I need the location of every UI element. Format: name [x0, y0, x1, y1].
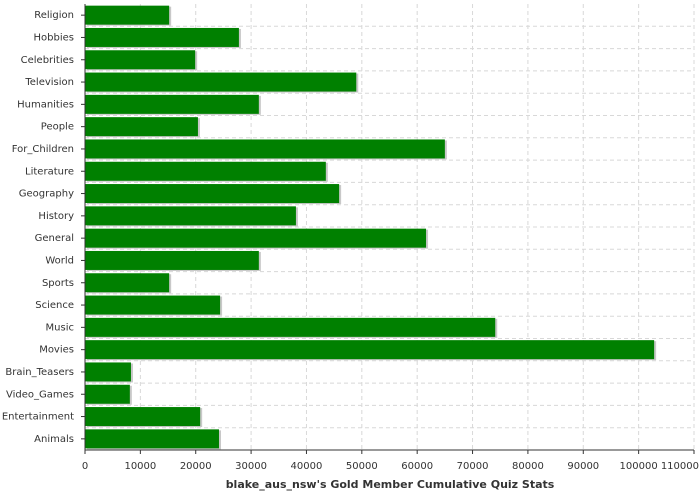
bar — [85, 340, 655, 360]
x-tick-label: 110000 — [661, 461, 699, 472]
y-tick-label: Celebrities — [21, 55, 74, 66]
x-tick-label: 100000 — [620, 461, 658, 472]
bar — [85, 362, 131, 382]
x-tick-label: 90000 — [567, 461, 599, 472]
bar — [85, 5, 170, 25]
bar — [85, 72, 357, 92]
y-tick-label: History — [38, 211, 74, 222]
y-tick-label: Humanities — [17, 99, 74, 110]
bar — [85, 206, 296, 226]
y-tick-label: Literature — [25, 166, 74, 177]
x-tick-label: 60000 — [401, 461, 433, 472]
bar — [85, 384, 130, 404]
x-tick-label: 0 — [82, 461, 88, 472]
chart-title: blake_aus_nsw's Gold Member Cumulative Q… — [226, 478, 555, 491]
y-tick-label: People — [41, 122, 74, 133]
x-tick-label: 10000 — [124, 461, 156, 472]
y-tick-label: Science — [35, 300, 74, 311]
x-tick-label: 40000 — [291, 461, 323, 472]
y-tick-label: Movies — [39, 345, 74, 356]
bar — [85, 407, 201, 427]
y-tick-label: World — [45, 255, 74, 266]
bar — [85, 295, 221, 315]
x-tick-label: 80000 — [512, 461, 544, 472]
bar — [85, 94, 259, 114]
bar — [85, 228, 427, 248]
y-tick-label: Sports — [42, 278, 74, 289]
y-tick-label: Religion — [34, 10, 74, 21]
y-tick-label: For_Children — [12, 144, 74, 155]
y-tick-label: Brain_Teasers — [5, 367, 74, 378]
bar — [85, 273, 170, 293]
bar — [85, 250, 259, 270]
x-tick-label: 20000 — [180, 461, 212, 472]
x-tick-label: 50000 — [346, 461, 378, 472]
bar — [85, 139, 445, 159]
x-tick-label: 30000 — [235, 461, 267, 472]
bar — [85, 429, 219, 449]
y-tick-label: Geography — [19, 189, 74, 200]
x-tick-label: 70000 — [457, 461, 489, 472]
y-tick-label: Entertainment — [2, 412, 74, 423]
y-tick-label: Music — [46, 322, 74, 333]
y-tick-label: General — [35, 233, 74, 244]
y-tick-label: Video_Games — [6, 389, 74, 400]
bar — [85, 184, 340, 204]
y-tick-label: Animals — [34, 434, 74, 445]
bar — [85, 117, 198, 137]
y-tick-label: Hobbies — [34, 32, 74, 43]
bar — [85, 50, 196, 70]
y-tick-label: Television — [24, 77, 74, 88]
bar — [85, 27, 239, 47]
bar — [85, 317, 496, 337]
bar — [85, 161, 326, 181]
